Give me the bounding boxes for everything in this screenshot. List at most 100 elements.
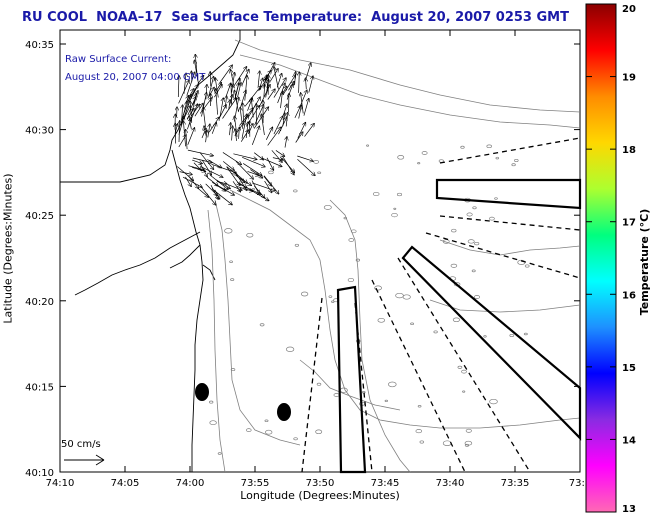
contour-speckle (246, 428, 252, 432)
current-vector (234, 116, 238, 137)
contour-speckle (393, 207, 397, 210)
current-vector (187, 128, 195, 145)
current-vector (215, 78, 219, 98)
y-tick-label: 40:10 (25, 468, 54, 479)
contour-speckle (251, 188, 256, 191)
contour-speckle (230, 368, 236, 372)
contour-speckle (300, 291, 309, 297)
current-vector (250, 169, 262, 178)
contour-speckle (209, 400, 214, 404)
current-vector (281, 91, 283, 109)
colorbar-tick-label: 17 (622, 218, 636, 229)
current-vector (240, 130, 249, 142)
current-vector (247, 171, 260, 175)
current-vector (192, 159, 202, 164)
current-vector (181, 95, 191, 119)
current-vector (276, 74, 282, 88)
current-vector (208, 124, 210, 138)
current-vector (273, 116, 283, 135)
current-vector (186, 130, 188, 150)
current-vector (297, 123, 306, 139)
current-vector (239, 127, 240, 139)
current-vector (286, 113, 288, 127)
current-vector (178, 80, 190, 104)
contour-speckle (473, 295, 481, 299)
current-vector (210, 185, 218, 199)
contour-speckle (391, 212, 398, 218)
contour-speckle (417, 162, 421, 165)
contour-speckle (417, 405, 422, 408)
current-vector (195, 55, 198, 81)
current-vector (212, 181, 234, 195)
mooring-marker (277, 403, 291, 421)
current-vector (288, 82, 294, 91)
contour-speckle (465, 428, 472, 433)
current-vector (235, 129, 237, 141)
contour-speckle (323, 204, 332, 210)
contour-speckle (509, 333, 515, 338)
current-vector (288, 94, 289, 113)
contour-speckle (397, 155, 405, 160)
contour-speckle (460, 145, 465, 149)
contour-speckle (450, 263, 458, 268)
current-vector (199, 152, 214, 169)
current-vector (201, 159, 211, 175)
contour-speckle (294, 243, 300, 247)
contour-speckle (402, 294, 411, 300)
current-vector (237, 83, 242, 98)
x-tick-label: 73:3 (569, 478, 591, 489)
y-tick-label: 40:30 (25, 126, 54, 137)
contour-speckle (224, 228, 233, 234)
current-vector (231, 73, 235, 93)
colorbar-tick-label: 18 (622, 145, 636, 156)
current-vector (226, 166, 238, 176)
current-vector (207, 159, 221, 168)
current-vector (197, 76, 204, 85)
current-vector (216, 179, 230, 189)
current-vector (219, 98, 223, 117)
current-vector (187, 149, 213, 156)
current-vector (269, 69, 278, 82)
contour-speckle (285, 346, 295, 352)
contour-speckle (313, 160, 320, 164)
contour-speckle (433, 330, 438, 334)
contour-speckle (317, 171, 322, 175)
current-vector (299, 72, 300, 93)
y-tick-label: 40:15 (25, 382, 54, 393)
current-vector (235, 174, 245, 182)
contour-speckle (264, 419, 269, 423)
current-vector (242, 156, 265, 166)
current-vector (271, 150, 282, 162)
current-vector (211, 163, 236, 172)
contour-speckle (377, 317, 386, 323)
current-vector (295, 72, 296, 86)
current-vector (200, 185, 216, 205)
contour-speckle (483, 335, 487, 338)
current-vector (230, 123, 231, 136)
current-vector (263, 175, 272, 186)
contour-speckle (523, 332, 528, 336)
current-vector (186, 72, 195, 96)
colorbar-tick-label: 14 (622, 435, 636, 446)
current-vector (251, 98, 253, 118)
current-vector (219, 65, 233, 84)
current-vector (175, 123, 176, 144)
current-vector (187, 118, 191, 130)
current-vector (183, 121, 186, 147)
current-vector (267, 89, 275, 100)
contour-speckle (217, 452, 222, 455)
current-vector (231, 84, 232, 105)
colorbar-ticks: 20 19 18 17 16 15 14 13 (586, 3, 636, 515)
current-vector (272, 158, 283, 160)
contour-speckle (388, 381, 397, 388)
colorbar-label: Temperature (°C) (638, 209, 651, 316)
contour-speckle (442, 239, 450, 244)
contour-speckle (464, 440, 473, 446)
current-vector (206, 130, 207, 143)
annotation-line-1: Raw Surface Current: (65, 54, 171, 65)
current-vector (193, 162, 201, 170)
contour-speckle (419, 440, 425, 444)
colorbar-tick-label: 16 (622, 290, 636, 301)
current-vector (209, 174, 228, 189)
y-axis-ticks: 40:35 40:30 40:25 40:20 40:15 40:10 (25, 40, 580, 479)
